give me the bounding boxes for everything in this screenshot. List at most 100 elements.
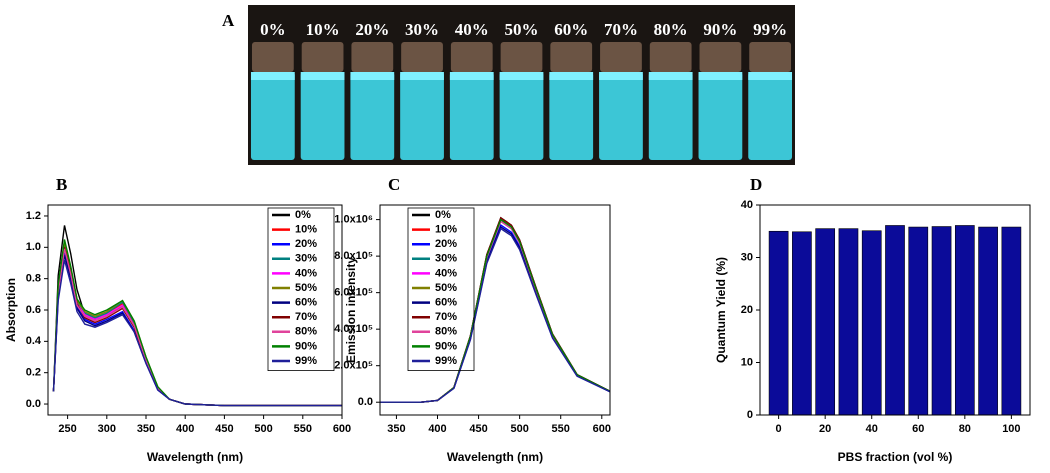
vial-glow [549,72,594,80]
bar [931,226,952,416]
bar [1001,226,1022,416]
x-tick-label: 0 [776,423,782,435]
vial-label: 40% [455,20,489,39]
vial-cap [699,42,742,72]
x-tick-label: 400 [428,423,446,435]
legend-label: 0% [295,209,311,221]
vial-label: 50% [505,20,539,39]
y-tick-label: 0.4 [26,335,42,347]
y-tick-label: 6.0x10⁵ [334,287,373,299]
y-tick-label: 10 [741,356,753,368]
x-tick-label: 60 [912,423,924,435]
vial-label: 60% [554,20,588,39]
vial-glow [698,72,743,80]
bar [908,226,929,416]
vial-label: 20% [355,20,389,39]
vial-liquid [499,72,544,160]
vial-label: 80% [654,20,688,39]
legend-label: 70% [435,311,457,323]
vial-glow [499,72,544,80]
y-tick-label: 0.2 [26,367,41,379]
vial-glow [250,72,295,80]
legend-label: 10% [435,224,457,236]
line [380,220,611,403]
legend [267,207,335,372]
y-tick-label: 0.8 [26,273,41,285]
vial-glow [400,72,444,80]
x-tick-label: 80 [959,423,971,435]
panel-label: C [388,175,400,194]
x-axis-label: Wavelength (nm) [447,450,543,464]
y-tick-label: 40 [741,199,753,211]
bar [838,228,859,416]
plot-frame [47,204,343,416]
legend-label: 90% [435,340,457,352]
legend-label: 70% [295,311,317,323]
legend-label: 50% [295,282,317,294]
y-tick-label: 1.0 [26,241,41,253]
vial-cap [500,42,543,72]
y-axis-label: Emission intensity [344,257,358,363]
vial-liquid [449,72,494,160]
vial-label: 70% [604,20,638,39]
bar [768,230,789,416]
bar [885,225,905,416]
x-tick-label: 450 [215,423,233,435]
y-tick-label: 0.0 [358,396,373,408]
bar [954,225,975,416]
y-tick-label: 0.0 [26,398,41,410]
line [380,225,611,403]
line [380,224,611,403]
vial-liquid [300,72,345,160]
legend-label: 90% [295,340,317,352]
x-tick-label: 20 [819,423,831,435]
vial-liquid [549,72,594,160]
vial-liquid [400,72,444,160]
legend [407,207,475,372]
panel-label: A [222,11,235,30]
y-tick-label: 1.0x10⁶ [334,214,373,226]
vial-glow [300,72,345,80]
vial-liquid [648,72,693,160]
x-tick-label: 100 [1002,423,1020,435]
line [52,259,342,407]
vial-cap [749,42,792,72]
plot-frame [759,204,1031,416]
legend-label: 20% [295,238,317,250]
vial-label: 10% [306,20,340,39]
vial-glow [648,72,693,80]
vial-cap [351,42,394,72]
bar [792,231,812,416]
y-tick-label: 0.6 [26,304,41,316]
vial-cap [550,42,593,72]
x-tick-label: 500 [254,423,272,435]
plot-frame [379,204,611,416]
y-tick-label: 2.0x10⁵ [334,360,373,372]
bar [978,226,998,416]
x-tick-label: 550 [552,423,570,435]
y-tick-label: 30 [741,251,753,263]
y-tick-label: 4.0x10⁵ [334,323,373,335]
vial-cap [401,42,443,72]
bar [815,228,836,416]
vial-liquid [250,72,295,160]
vial-liquid [599,72,643,160]
vial-liquid [698,72,743,160]
vial-label: 0% [260,20,286,39]
vial-label: 99% [753,20,787,39]
y-tick-label: 8.0x10⁵ [334,250,373,262]
x-tick-label: 600 [333,423,351,435]
x-axis-label: Wavelength (nm) [147,450,243,464]
legend-label: 40% [295,267,317,279]
legend-label: 20% [435,238,457,250]
y-axis-label: Quantum Yield (%) [714,257,728,363]
panel-label: D [750,175,762,194]
line [380,227,611,403]
x-axis-label: PBS fraction (vol %) [838,450,953,464]
x-tick-label: 350 [137,423,155,435]
vial-cap [301,42,344,72]
legend-label: 99% [435,355,457,367]
vial-liquid [350,72,395,160]
vial-cap [600,42,642,72]
